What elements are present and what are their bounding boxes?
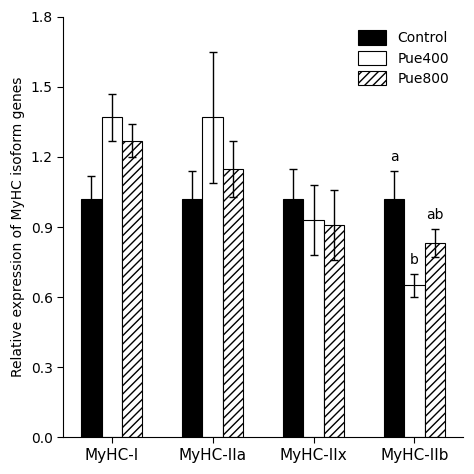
- Bar: [82, 199, 101, 438]
- Bar: [324, 225, 344, 438]
- Bar: [384, 199, 404, 438]
- Bar: [223, 169, 243, 438]
- Bar: [182, 199, 202, 438]
- Bar: [202, 117, 223, 438]
- Bar: [122, 140, 142, 438]
- Y-axis label: Relative expression of MyHC isoform genes: Relative expression of MyHC isoform gene…: [11, 77, 25, 377]
- Bar: [283, 199, 303, 438]
- Text: ab: ab: [426, 209, 443, 222]
- Bar: [303, 220, 324, 438]
- Text: a: a: [390, 150, 399, 164]
- Bar: [101, 117, 122, 438]
- Bar: [404, 285, 425, 438]
- Legend: Control, Pue400, Pue800: Control, Pue400, Pue800: [351, 24, 456, 93]
- Text: b: b: [410, 253, 419, 267]
- Bar: [425, 244, 445, 438]
